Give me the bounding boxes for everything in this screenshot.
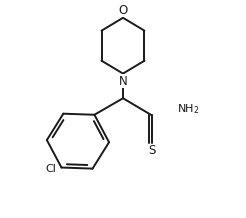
Text: Cl: Cl	[45, 164, 56, 174]
Text: NH$_2$: NH$_2$	[177, 102, 199, 116]
Text: O: O	[118, 4, 128, 17]
Text: S: S	[148, 144, 156, 157]
Text: N: N	[119, 75, 127, 88]
